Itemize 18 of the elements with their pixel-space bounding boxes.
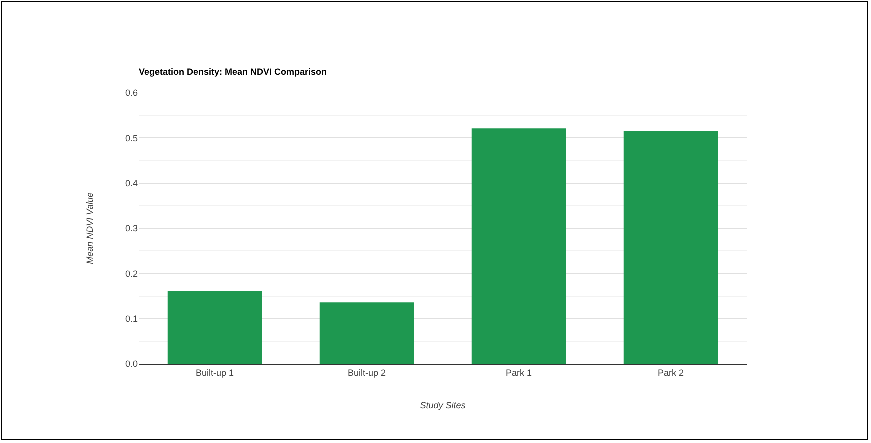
y-tick-label: 0.6 — [125, 88, 138, 98]
x-tick-label: Park 1 — [506, 368, 532, 378]
y-tick-label: 0.0 — [125, 359, 138, 370]
x-tick-label: Built-up 2 — [348, 368, 386, 378]
bar — [472, 128, 566, 364]
y-axis-title: Mean NDVI Value — [84, 192, 95, 264]
x-tick-label: Park 2 — [658, 368, 684, 378]
y-tick-label: 0.2 — [125, 268, 138, 279]
chart-title: Vegetation Density: Mean NDVI Comparison — [139, 67, 328, 78]
bar — [168, 291, 262, 364]
x-axis-title: Study Sites — [420, 400, 466, 411]
bar — [624, 130, 718, 364]
y-tick-label: 0.3 — [125, 224, 138, 234]
x-tick-label: Built-up 1 — [196, 368, 234, 378]
y-tick-label: 0.1 — [125, 314, 138, 324]
y-tick-label: 0.4 — [125, 178, 138, 188]
y-tick-label: 0.5 — [125, 133, 138, 144]
bar — [320, 302, 414, 364]
